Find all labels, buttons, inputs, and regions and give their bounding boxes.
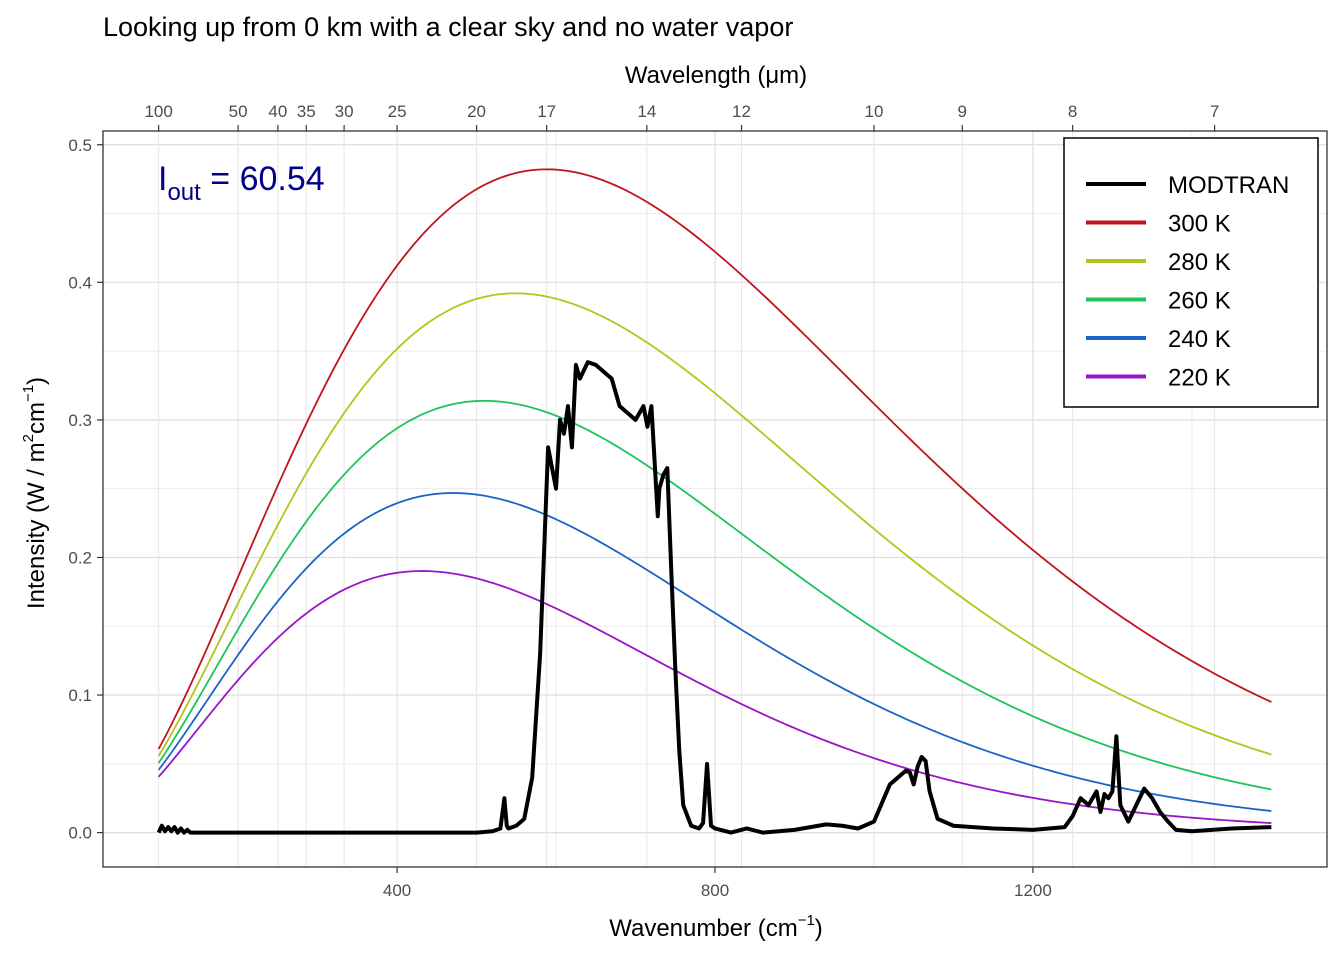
x-axis-ticks: 400 800 1200 [383, 867, 1052, 900]
top-tick-label: 100 [144, 102, 172, 121]
modtran-spectrum [156, 360, 1272, 835]
legend-label: 220 K [1168, 365, 1231, 392]
top-tick-label: 7 [1210, 102, 1219, 121]
legend-label: 240 K [1168, 326, 1231, 353]
y-tick-label: 0.0 [68, 824, 92, 843]
top-tick-label: 50 [229, 102, 248, 121]
series-line [157, 399, 1272, 791]
top-tick-label: 35 [297, 102, 316, 121]
series-line [157, 570, 1272, 824]
legend-label: 280 K [1168, 249, 1231, 276]
top-tick-label: 12 [732, 102, 751, 121]
y-tick-label: 0.3 [68, 411, 92, 430]
y-tick-label: 0.5 [68, 136, 92, 155]
y-axis-ticks: 0.0 0.1 0.2 0.3 0.4 0.5 [68, 136, 103, 843]
legend-label: 260 K [1168, 288, 1231, 315]
chart-title: Looking up from 0 km with a clear sky an… [103, 12, 793, 42]
series-line [156, 360, 1272, 835]
y-tick-label: 0.1 [68, 686, 92, 705]
top-tick-label: 25 [388, 102, 407, 121]
top-tick-label: 9 [958, 102, 967, 121]
legend-label: 300 K [1168, 211, 1231, 238]
y-tick-label: 0.4 [68, 273, 92, 292]
top-tick-label: 40 [268, 102, 287, 121]
top-tick-label: 10 [865, 102, 884, 121]
x-axis-label: Wavenumber (cm−1) [609, 912, 823, 942]
y-tick-label: 0.2 [68, 548, 92, 567]
legend: MODTRAN 300 K 280 K 260 K 240 K 220 K [1063, 137, 1319, 408]
top-tick-label: 30 [335, 102, 354, 121]
top-tick-label: 8 [1068, 102, 1077, 121]
series-line [157, 492, 1272, 812]
series-line [157, 168, 1272, 750]
iout-annotation: Iout = 60.54 [158, 160, 325, 206]
top-tick-label: 17 [537, 102, 556, 121]
top-tick-label: 14 [637, 102, 656, 121]
top-axis-ticks: 100 50 40 35 30 25 20 17 14 12 10 9 8 7 [144, 102, 1219, 131]
x-tick-label: 1200 [1014, 881, 1052, 900]
series-line [157, 292, 1272, 757]
y-axis-label: Intensity (W / m2cm−1) [20, 377, 50, 609]
planck-curves [157, 168, 1272, 824]
top-tick-label: 20 [467, 102, 486, 121]
x-tick-label: 800 [701, 881, 729, 900]
top-axis-label: Wavelength (μm) [625, 62, 807, 89]
legend-label: MODTRAN [1168, 172, 1289, 199]
x-tick-label: 400 [383, 881, 411, 900]
